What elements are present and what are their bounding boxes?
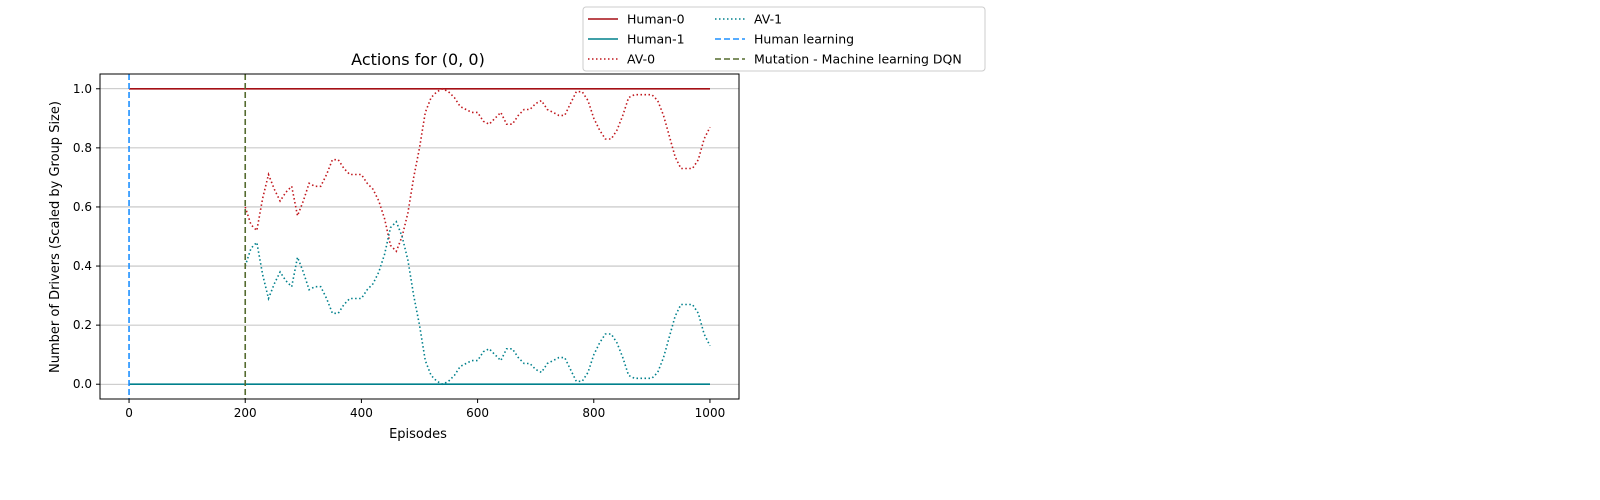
y-axis-label: Number of Drivers (Scaled by Group Size) — [48, 101, 63, 373]
y-tick-label: 0.2 — [73, 318, 92, 332]
legend-label: Human-1 — [627, 32, 685, 47]
plot-frame — [99, 73, 740, 400]
legend-box — [582, 6, 986, 72]
x-tick-label: 400 — [350, 406, 373, 420]
y-tick-label: 0.4 — [73, 259, 92, 273]
axis-ticks: 0.0 0.2 0.4 0.6 0.8 1.0 0 200 400 600 800 1000 — [73, 82, 725, 420]
y-tick-label: 1.0 — [73, 82, 92, 96]
x-tick-label: 200 — [234, 406, 257, 420]
legend-label: Human-0 — [627, 12, 685, 27]
legend-label: AV-0 — [627, 52, 655, 67]
y-tick-label: 0.8 — [73, 141, 92, 155]
x-tick-label: 600 — [466, 406, 489, 420]
series-line-av-0 — [244, 87, 711, 253]
x-tick-label: 1000 — [695, 406, 726, 420]
legend-label: Human learning — [754, 32, 854, 47]
x-tick-label: 800 — [582, 406, 605, 420]
chart-title: Actions for (0, 0) — [351, 50, 485, 69]
series-line-av-1 — [244, 220, 711, 386]
series-layer — [128, 74, 711, 399]
grid — [100, 88, 739, 385]
legend-label: AV-1 — [754, 12, 782, 27]
x-tick-label: 0 — [125, 406, 133, 420]
x-axis-label: Episodes — [389, 427, 447, 442]
legend: Human-0 Human-1 AV-0 AV-1 Human learning Muta… — [582, 6, 986, 72]
legend-label: Mutation - Machine learning DQN — [754, 52, 962, 67]
y-tick-label: 0.0 — [73, 377, 92, 391]
y-tick-label: 0.6 — [73, 200, 92, 214]
